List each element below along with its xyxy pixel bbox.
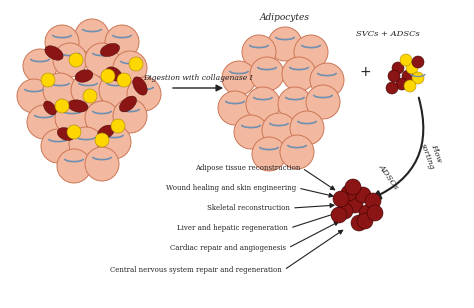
Circle shape [310, 63, 344, 97]
Circle shape [69, 127, 103, 161]
Circle shape [294, 35, 328, 69]
Circle shape [67, 125, 81, 139]
Ellipse shape [44, 101, 56, 115]
Circle shape [306, 85, 340, 119]
Circle shape [412, 72, 424, 84]
Circle shape [69, 53, 83, 67]
Ellipse shape [98, 125, 114, 139]
Circle shape [55, 99, 69, 113]
Circle shape [23, 49, 57, 83]
Circle shape [262, 113, 296, 147]
Circle shape [404, 80, 416, 92]
Circle shape [333, 191, 349, 207]
Circle shape [222, 61, 256, 95]
Circle shape [412, 56, 424, 68]
Text: Adipose tissue reconstruction: Adipose tissue reconstruction [195, 164, 300, 172]
Circle shape [331, 207, 347, 223]
Circle shape [365, 193, 381, 209]
Circle shape [95, 133, 109, 147]
Ellipse shape [106, 67, 122, 81]
Ellipse shape [68, 100, 88, 112]
Circle shape [57, 149, 91, 183]
Circle shape [71, 73, 105, 107]
Text: Wound healing and skin engineering: Wound healing and skin engineering [166, 184, 296, 192]
Circle shape [218, 91, 252, 125]
Circle shape [111, 119, 125, 133]
Ellipse shape [57, 128, 75, 140]
Circle shape [99, 73, 133, 107]
Ellipse shape [119, 96, 137, 112]
Circle shape [347, 197, 363, 213]
Circle shape [117, 73, 131, 87]
Circle shape [17, 79, 51, 113]
Circle shape [250, 57, 284, 91]
Circle shape [129, 57, 143, 71]
Circle shape [396, 78, 408, 90]
Text: ADSCs: ADSCs [377, 163, 400, 191]
Circle shape [105, 25, 139, 59]
Ellipse shape [45, 46, 63, 60]
Circle shape [268, 27, 302, 61]
Circle shape [392, 62, 404, 74]
Circle shape [113, 51, 147, 85]
Ellipse shape [75, 70, 93, 82]
Circle shape [357, 213, 373, 229]
Circle shape [43, 73, 77, 107]
Text: Flow
sorting: Flow sorting [419, 139, 445, 171]
Circle shape [406, 62, 418, 74]
Circle shape [345, 179, 361, 195]
Text: Liver and hepatic regeneration: Liver and hepatic regeneration [177, 224, 288, 232]
Circle shape [45, 25, 79, 59]
Circle shape [101, 69, 115, 83]
Circle shape [85, 101, 119, 135]
Circle shape [242, 35, 276, 69]
Text: Digestion with collagenase I: Digestion with collagenase I [143, 74, 253, 82]
Text: +: + [359, 65, 371, 79]
Circle shape [246, 87, 280, 121]
Circle shape [388, 70, 400, 82]
Circle shape [83, 89, 97, 103]
Circle shape [97, 125, 131, 159]
Circle shape [367, 205, 383, 221]
Circle shape [234, 115, 268, 149]
Text: SVCs + ADSCs: SVCs + ADSCs [356, 30, 420, 38]
Circle shape [400, 54, 412, 66]
Circle shape [55, 101, 89, 135]
Circle shape [386, 82, 398, 94]
Circle shape [355, 187, 371, 203]
Circle shape [280, 135, 314, 169]
Circle shape [282, 57, 316, 91]
Circle shape [53, 43, 87, 77]
Circle shape [41, 129, 75, 163]
Circle shape [337, 203, 353, 219]
Circle shape [359, 205, 375, 221]
Text: Adipocytes: Adipocytes [260, 13, 310, 22]
Circle shape [402, 70, 414, 82]
Circle shape [290, 111, 324, 145]
Circle shape [27, 105, 61, 139]
Circle shape [278, 87, 312, 121]
Text: Central nervous system repair and regeneration: Central nervous system repair and regene… [110, 266, 282, 274]
Circle shape [341, 185, 357, 201]
Ellipse shape [100, 43, 119, 57]
Circle shape [113, 99, 147, 133]
Text: Cardiac repair and angiogenesis: Cardiac repair and angiogenesis [170, 244, 286, 252]
Circle shape [85, 43, 119, 77]
Circle shape [41, 73, 55, 87]
Circle shape [351, 215, 367, 231]
Circle shape [75, 19, 109, 53]
Circle shape [252, 137, 286, 171]
Circle shape [85, 147, 119, 181]
Circle shape [127, 77, 161, 111]
Text: Skeletal reconstruction: Skeletal reconstruction [207, 204, 290, 212]
Ellipse shape [133, 77, 147, 95]
FancyArrowPatch shape [373, 98, 423, 198]
